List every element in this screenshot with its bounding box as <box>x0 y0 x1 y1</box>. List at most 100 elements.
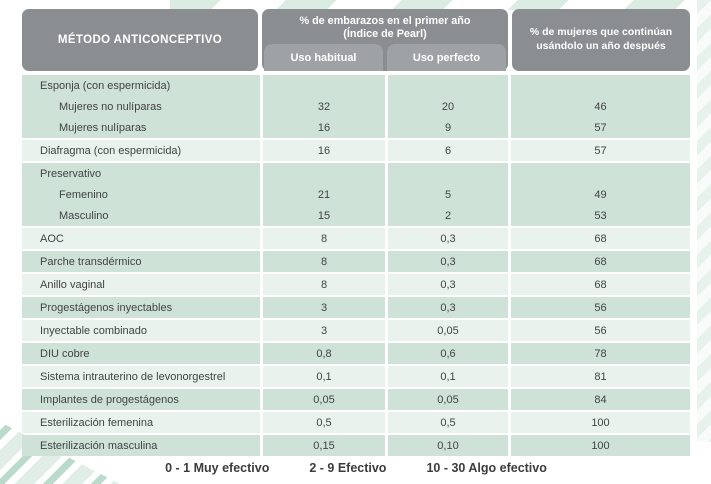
uso-habitual-cell <box>260 75 385 96</box>
continuation-cell: 68 <box>508 251 690 272</box>
continuation-cell: 100 <box>508 412 690 433</box>
uso-habitual-cell: 0,15 <box>260 435 385 456</box>
uso-perfecto-cell: 0,6 <box>385 343 508 364</box>
uso-habitual-cell: 3 <box>260 320 385 341</box>
uso-perfecto-cell: 0,05 <box>385 320 508 341</box>
method-cell: Femenino <box>59 188 108 201</box>
continuation-cell: 46 <box>508 96 690 117</box>
table-band: Diafragma (con espermicida) 16 6 57 <box>22 140 690 161</box>
method-cell: Esterilización masculina <box>40 439 158 452</box>
continuation-cell: 68 <box>508 228 690 249</box>
table-row: DIU cobre 0,8 0,6 78 <box>22 343 690 364</box>
table-row: Anillo vaginal 8 0,3 68 <box>22 274 690 295</box>
uso-habitual-cell: 16 <box>260 117 385 138</box>
continuation-cell: 68 <box>508 274 690 295</box>
method-cell: Sistema intrauterino de levonorgestrel <box>40 370 226 383</box>
uso-perfecto-cell <box>385 75 508 96</box>
table-band: Preservativo Femenino 21 5 49 Masculino … <box>22 163 690 226</box>
table-band: Progestágenos inyectables 3 0,3 56 <box>22 297 690 318</box>
table-header: MÉTODO ANTICONCEPTIVO % de embarazos en … <box>22 9 690 71</box>
uso-perfecto-cell: 0,3 <box>385 228 508 249</box>
table-band: Implantes de progestágenos 0,05 0,05 84 <box>22 389 690 410</box>
continuation-cell <box>508 163 690 184</box>
table-row: Masculino 15 2 53 <box>22 205 690 226</box>
header-method-column: MÉTODO ANTICONCEPTIVO <box>22 9 258 71</box>
uso-perfecto-cell: 20 <box>385 96 508 117</box>
header-uso-habitual: Uso habitual <box>264 44 383 71</box>
continuation-cell: 84 <box>508 389 690 410</box>
method-cell: Inyectable combinado <box>40 324 148 337</box>
method-cell: Diafragma (con espermicida) <box>40 144 182 157</box>
contraceptive-methods-table: MÉTODO ANTICONCEPTIVO % de embarazos en … <box>22 9 690 458</box>
method-cell: DIU cobre <box>40 347 90 360</box>
continuation-cell: 81 <box>508 366 690 387</box>
table-band: Parche transdérmico 8 0,3 68 <box>22 251 690 272</box>
header-continuation-column: % de mujeres que continúan usándolo un a… <box>512 9 690 71</box>
method-cell: Mujeres no nulíparas <box>59 100 162 113</box>
method-cell: Parche transdérmico <box>40 255 142 268</box>
table-row: Inyectable combinado 3 0,05 56 <box>22 320 690 341</box>
table-row: Esterilización femenina 0,5 0,5 100 <box>22 412 690 433</box>
table-row: Esponja (con espermicida) <box>22 75 690 96</box>
decorative-stripes-top <box>170 0 711 10</box>
method-cell: Implantes de progestágenos <box>40 393 179 406</box>
uso-perfecto-cell: 5 <box>385 184 508 205</box>
method-cell: Anillo vaginal <box>40 278 105 291</box>
table-row: Mujeres nulíparas 16 9 57 <box>22 117 690 138</box>
uso-perfecto-cell: 0,3 <box>385 251 508 272</box>
table-row: Implantes de progestágenos 0,05 0,05 84 <box>22 389 690 410</box>
continuation-cell: 56 <box>508 320 690 341</box>
legend-item-muy-efectivo: 0 - 1 Muy efectivo <box>165 461 270 475</box>
table-band: Sistema intrauterino de levonorgestrel 0… <box>22 366 690 387</box>
table-band: Inyectable combinado 3 0,05 56 <box>22 320 690 341</box>
method-cell: Masculino <box>59 209 109 222</box>
uso-perfecto-cell: 0,1 <box>385 366 508 387</box>
legend-item-algo-efectivo: 10 - 30 Algo efectivo <box>426 461 547 475</box>
continuation-cell: 78 <box>508 343 690 364</box>
uso-habitual-cell: 15 <box>260 205 385 226</box>
uso-perfecto-cell: 0,5 <box>385 412 508 433</box>
uso-habitual-cell: 0,8 <box>260 343 385 364</box>
continuation-cell: 57 <box>508 140 690 161</box>
table-row: AOC 8 0,3 68 <box>22 228 690 249</box>
continuation-cell: 57 <box>508 117 690 138</box>
header-pearl-group: % de embarazos en el primer año (Índice … <box>262 9 508 71</box>
table-row: Sistema intrauterino de levonorgestrel 0… <box>22 366 690 387</box>
table-row: Progestágenos inyectables 3 0,3 56 <box>22 297 690 318</box>
table-row: Femenino 21 5 49 <box>22 184 690 205</box>
header-pearl-subcolumns: Uso habitual Uso perfecto <box>262 44 508 71</box>
table-band: AOC 8 0,3 68 <box>22 228 690 249</box>
uso-habitual-cell: 8 <box>260 274 385 295</box>
method-cell: AOC <box>40 232 64 245</box>
effectiveness-legend: 0 - 1 Muy efectivo 2 - 9 Efectivo 10 - 3… <box>22 461 690 475</box>
uso-perfecto-cell: 0,3 <box>385 297 508 318</box>
uso-habitual-cell: 3 <box>260 297 385 318</box>
continuation-cell: 53 <box>508 205 690 226</box>
table-band: Esponja (con espermicida) Mujeres no nul… <box>22 75 690 138</box>
header-uso-perfecto: Uso perfecto <box>387 44 506 71</box>
header-pearl-title: % de embarazos en el primer año (Índice … <box>299 14 471 40</box>
uso-perfecto-cell: 0,05 <box>385 389 508 410</box>
table-band: Esterilización masculina 0,15 0,10 100 <box>22 435 690 456</box>
decorative-stripes-right <box>697 0 711 442</box>
table-band: DIU cobre 0,8 0,6 78 <box>22 343 690 364</box>
table-row: Parche transdérmico 8 0,3 68 <box>22 251 690 272</box>
uso-habitual-cell <box>260 163 385 184</box>
continuation-cell <box>508 75 690 96</box>
table-band: Anillo vaginal 8 0,3 68 <box>22 274 690 295</box>
uso-habitual-cell: 8 <box>260 228 385 249</box>
continuation-cell: 100 <box>508 435 690 456</box>
continuation-cell: 49 <box>508 184 690 205</box>
table-row: Esterilización masculina 0,15 0,10 100 <box>22 435 690 456</box>
uso-habitual-cell: 32 <box>260 96 385 117</box>
uso-perfecto-cell: 0,10 <box>385 435 508 456</box>
table-body: Esponja (con espermicida) Mujeres no nul… <box>22 75 690 456</box>
uso-habitual-cell: 0,5 <box>260 412 385 433</box>
uso-perfecto-cell: 2 <box>385 205 508 226</box>
table-row: Mujeres no nulíparas 32 20 46 <box>22 96 690 117</box>
method-cell: Esponja (con espermicida) <box>40 79 171 92</box>
method-cell: Progestágenos inyectables <box>40 301 173 314</box>
uso-perfecto-cell: 6 <box>385 140 508 161</box>
method-cell: Mujeres nulíparas <box>59 121 147 134</box>
